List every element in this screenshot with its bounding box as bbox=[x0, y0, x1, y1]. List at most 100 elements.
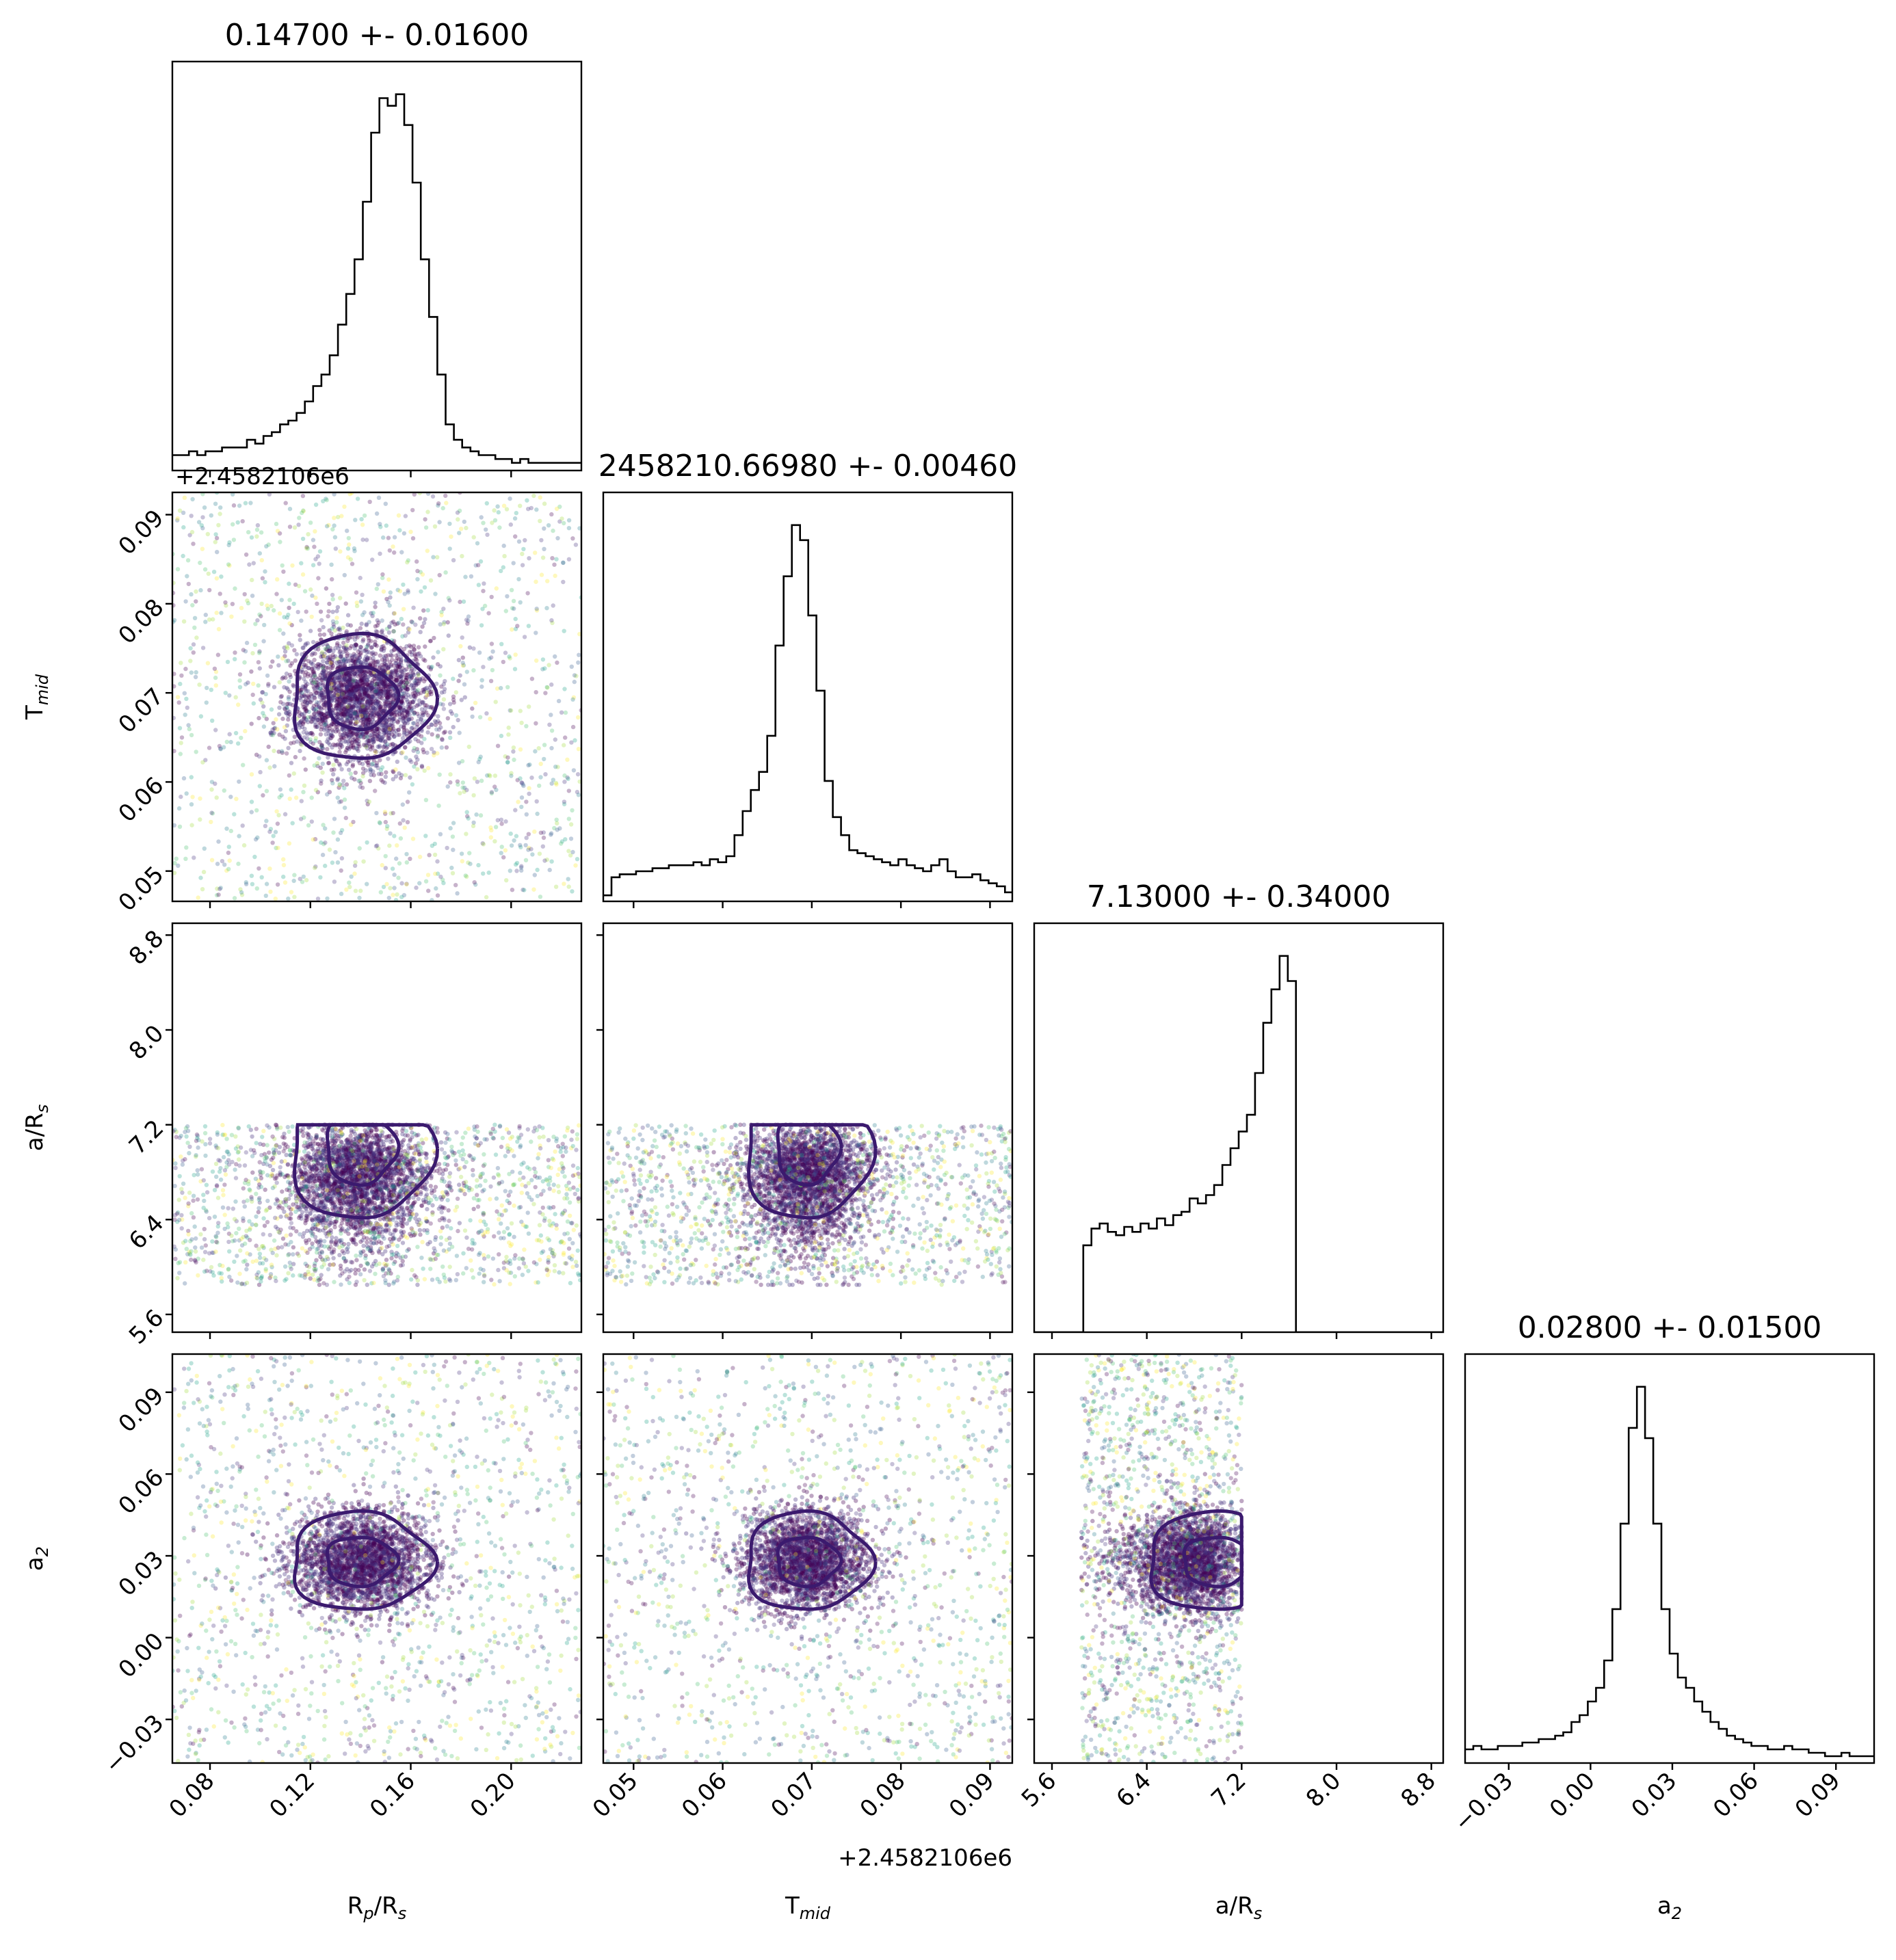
sample-point bbox=[524, 724, 529, 729]
sample-point bbox=[382, 682, 387, 687]
sample-point bbox=[422, 768, 427, 773]
sample-point bbox=[179, 661, 183, 665]
sample-point bbox=[349, 733, 354, 738]
sample-point bbox=[401, 707, 406, 713]
sample-point bbox=[330, 597, 335, 602]
sample-point bbox=[318, 765, 323, 770]
sample-point bbox=[249, 535, 254, 540]
sample-point bbox=[330, 609, 335, 614]
sample-point bbox=[345, 622, 350, 627]
sample-point bbox=[300, 510, 304, 516]
sample-point bbox=[380, 749, 386, 754]
sample-point bbox=[312, 715, 317, 720]
sample-point bbox=[304, 877, 309, 883]
sample-point bbox=[346, 739, 351, 744]
sample-point bbox=[419, 765, 425, 769]
sample-point bbox=[458, 673, 462, 678]
sample-point bbox=[462, 682, 467, 687]
sample-point bbox=[201, 869, 207, 875]
sample-point bbox=[363, 687, 368, 692]
sample-point bbox=[178, 752, 183, 756]
sample-point bbox=[322, 713, 327, 718]
sample-point bbox=[393, 661, 398, 665]
sample-point bbox=[419, 741, 424, 745]
sample-point bbox=[408, 673, 413, 678]
sample-point bbox=[251, 561, 256, 566]
sample-point bbox=[392, 716, 397, 721]
sample-point bbox=[319, 691, 325, 696]
sample-point bbox=[566, 557, 572, 561]
sample-point bbox=[451, 694, 456, 699]
sample-point bbox=[363, 721, 368, 726]
sample-point bbox=[363, 660, 369, 665]
sample-point bbox=[339, 698, 343, 703]
sample-point bbox=[320, 692, 325, 697]
sample-point bbox=[442, 687, 447, 691]
sample-point bbox=[562, 773, 567, 778]
sample-point bbox=[183, 666, 188, 672]
sample-point bbox=[209, 687, 213, 692]
sample-point bbox=[333, 729, 339, 734]
sample-point bbox=[534, 607, 539, 611]
sample-point bbox=[411, 685, 416, 691]
sample-point bbox=[352, 685, 357, 689]
sample-point bbox=[214, 576, 220, 581]
sample-point bbox=[388, 702, 393, 707]
sample-point bbox=[376, 620, 381, 625]
sample-point bbox=[361, 680, 367, 685]
sample-point bbox=[394, 653, 399, 658]
sample-point bbox=[489, 594, 494, 600]
sample-point bbox=[370, 761, 375, 767]
sample-point bbox=[360, 717, 365, 721]
sample-point bbox=[215, 550, 220, 555]
sample-point bbox=[505, 755, 510, 760]
sample-point bbox=[554, 506, 559, 512]
sample-point bbox=[282, 812, 288, 817]
sample-point bbox=[316, 665, 321, 670]
sample-point bbox=[346, 535, 351, 541]
sample-point bbox=[343, 683, 348, 688]
sample-point bbox=[353, 697, 358, 702]
sample-point bbox=[327, 628, 332, 633]
sample-point bbox=[550, 556, 555, 561]
sample-point bbox=[353, 642, 358, 647]
sample-point bbox=[370, 557, 375, 562]
sample-point bbox=[501, 565, 505, 570]
sample-point bbox=[211, 617, 215, 622]
sample-point bbox=[299, 561, 304, 566]
sample-point bbox=[292, 525, 298, 530]
sample-point bbox=[256, 866, 261, 871]
sample-point bbox=[390, 673, 395, 678]
sample-point bbox=[504, 878, 509, 883]
sample-point bbox=[240, 823, 245, 828]
sample-point bbox=[476, 563, 481, 568]
sample-point bbox=[479, 678, 484, 683]
sample-point bbox=[339, 701, 344, 706]
sample-point bbox=[499, 851, 503, 856]
sample-point bbox=[302, 693, 307, 699]
sample-point bbox=[271, 721, 276, 726]
sample-point bbox=[301, 790, 306, 795]
sample-point bbox=[382, 656, 387, 661]
sample-point bbox=[391, 726, 396, 731]
sample-point bbox=[334, 686, 339, 691]
sample-point bbox=[410, 691, 415, 696]
sample-point bbox=[436, 650, 440, 654]
sample-point bbox=[321, 663, 326, 668]
sample-point bbox=[254, 808, 259, 813]
sample-point bbox=[540, 555, 546, 560]
sample-point bbox=[416, 739, 421, 743]
sample-point bbox=[350, 655, 354, 661]
sample-point bbox=[254, 752, 259, 757]
sample-point bbox=[562, 520, 566, 526]
sample-point bbox=[552, 562, 557, 567]
sample-point bbox=[315, 717, 320, 722]
sample-point bbox=[371, 663, 376, 667]
sample-point bbox=[351, 819, 356, 825]
sample-point bbox=[311, 704, 316, 708]
sample-point bbox=[353, 518, 358, 522]
sample-point bbox=[342, 677, 347, 682]
sample-point bbox=[395, 892, 399, 897]
sample-point bbox=[366, 683, 371, 687]
sample-point bbox=[357, 685, 362, 691]
